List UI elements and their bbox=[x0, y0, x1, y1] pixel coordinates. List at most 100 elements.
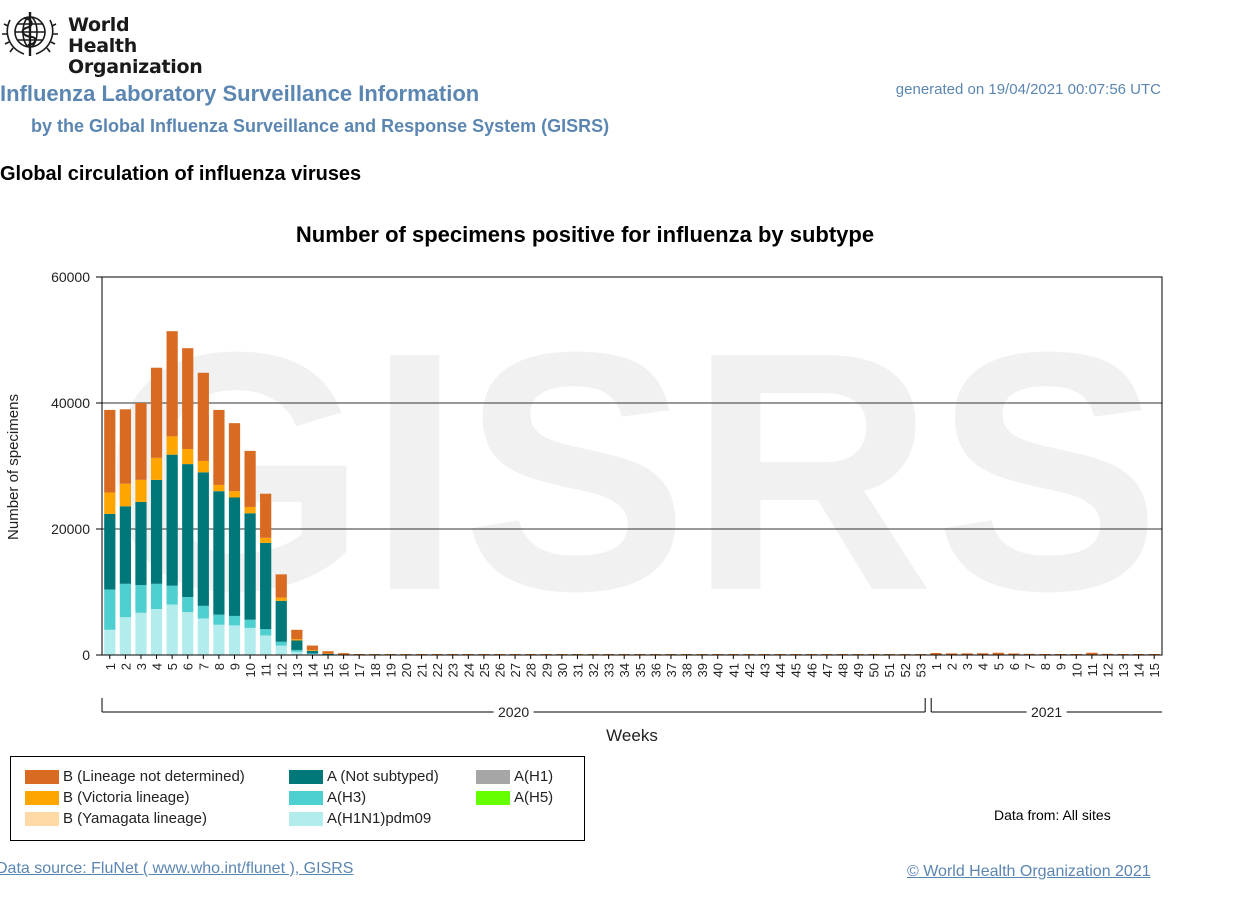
bar-segment bbox=[197, 618, 209, 655]
bar-segment bbox=[150, 583, 163, 610]
bar-segment bbox=[509, 654, 521, 655]
x-tick-label: 20 bbox=[399, 663, 414, 677]
x-tick-label: 13 bbox=[1116, 663, 1131, 677]
bar-segment bbox=[291, 629, 303, 640]
logo-text-line1: World Health bbox=[68, 14, 137, 57]
x-tick-label: 7 bbox=[1023, 663, 1038, 670]
x-tick-label: 4 bbox=[150, 663, 165, 670]
y-axis: 0 20000 40000 60000 bbox=[51, 269, 102, 663]
bar-segment bbox=[135, 479, 147, 502]
section-title: Global circulation of influenza viruses bbox=[0, 163, 362, 185]
bar-segment bbox=[369, 654, 381, 655]
bar-segment bbox=[228, 497, 241, 616]
bar-segment bbox=[260, 537, 272, 543]
bar-segment bbox=[556, 654, 568, 655]
x-tick-label: 16 bbox=[337, 663, 352, 677]
bar-segment bbox=[447, 654, 459, 655]
legend-label: A (Not subtyped) bbox=[327, 768, 439, 785]
bar-segment bbox=[634, 654, 646, 655]
who-logo-text: World Health Organization bbox=[68, 14, 203, 78]
x-tick-label: 47 bbox=[820, 663, 835, 677]
x-tick-label: 14 bbox=[305, 663, 320, 677]
bar-segment bbox=[260, 493, 272, 538]
legend-swatch bbox=[476, 791, 510, 805]
bar-segment bbox=[197, 605, 209, 619]
chart-bars bbox=[104, 331, 1160, 655]
x-tick-label: 8 bbox=[1038, 663, 1053, 670]
copyright-link[interactable]: © World Health Organization 2021 bbox=[907, 863, 1151, 880]
year-groups: 2020 2021 bbox=[101, 698, 1162, 721]
x-tick-label: 33 bbox=[602, 663, 617, 677]
bar-segment bbox=[228, 625, 241, 655]
x-tick-label: 36 bbox=[648, 663, 663, 677]
chart-legend: B (Lineage not determined) B (Victoria li… bbox=[10, 756, 585, 841]
bar-segment bbox=[415, 654, 428, 655]
bar-segment bbox=[1039, 653, 1051, 655]
bar-segment bbox=[291, 640, 303, 650]
bar-segment bbox=[244, 619, 256, 628]
legend-swatch bbox=[25, 770, 59, 784]
bar-segment bbox=[104, 629, 116, 655]
bar-segment bbox=[1133, 654, 1145, 655]
bar-segment bbox=[353, 654, 365, 655]
bar-segment bbox=[119, 506, 131, 584]
legend-swatch bbox=[25, 812, 59, 826]
x-axis: 1 2 3 4 5 6 7 8 9 10 11 12 13 14 15 16 17 18 19 20 21 22 23 24 2… bbox=[103, 655, 1162, 677]
bar-segment bbox=[197, 460, 209, 473]
bar-segment bbox=[260, 542, 272, 630]
x-tick-label: 34 bbox=[617, 663, 632, 677]
x-tick-label: 29 bbox=[539, 663, 554, 677]
bar-segment bbox=[1070, 654, 1082, 655]
x-tick-label: 44 bbox=[773, 663, 788, 677]
x-tick-label: 53 bbox=[913, 663, 928, 677]
bar-segment bbox=[119, 583, 131, 618]
bar-segment bbox=[696, 654, 708, 655]
bar-segment bbox=[587, 654, 599, 655]
y-axis-label: Number of specimens bbox=[5, 394, 22, 540]
y-tick-label: 40000 bbox=[51, 395, 90, 411]
x-tick-label: 38 bbox=[680, 663, 695, 677]
bar-segment bbox=[836, 654, 849, 655]
x-tick-label: 24 bbox=[461, 663, 476, 677]
x-tick-label: 48 bbox=[835, 663, 850, 677]
bar-segment bbox=[150, 609, 163, 655]
bar-segment bbox=[992, 652, 1004, 655]
bar-segment bbox=[977, 653, 989, 655]
x-tick-label: 15 bbox=[321, 663, 336, 677]
bar-segment bbox=[322, 653, 334, 655]
x-tick-label: 52 bbox=[898, 663, 913, 677]
x-tick-label: 17 bbox=[352, 663, 367, 677]
bar-segment bbox=[166, 454, 178, 586]
bar-segment bbox=[150, 457, 163, 480]
bar-segment bbox=[228, 615, 241, 626]
bar-segment bbox=[1023, 653, 1036, 655]
generated-timestamp: generated on 19/04/2021 00:07:56 UTC bbox=[895, 81, 1161, 98]
x-tick-label: 46 bbox=[804, 663, 819, 677]
year-label-bg bbox=[493, 703, 534, 721]
bar-segment bbox=[774, 654, 786, 655]
bar-segment bbox=[868, 654, 880, 655]
x-tick-label: 22 bbox=[430, 663, 445, 677]
legend-swatch bbox=[289, 791, 323, 805]
bar-segment bbox=[540, 654, 552, 655]
bar-segment bbox=[166, 331, 178, 437]
bar-segment bbox=[197, 372, 209, 461]
x-tick-label: 11 bbox=[1085, 663, 1100, 677]
x-tick-label: 26 bbox=[493, 663, 508, 677]
bar-segment bbox=[384, 654, 396, 655]
bar-segment bbox=[743, 654, 755, 655]
bar-segment bbox=[150, 479, 163, 584]
x-tick-label: 5 bbox=[991, 663, 1006, 670]
bar-segment bbox=[1008, 653, 1020, 655]
bar-segment bbox=[306, 650, 319, 654]
x-tick-label: 7 bbox=[196, 663, 211, 670]
data-source-link[interactable]: Data source: FluNet ( www.who.int/flunet… bbox=[0, 860, 354, 877]
bar-segment bbox=[603, 654, 615, 655]
legend-label: A(H3) bbox=[327, 789, 367, 806]
bar-segment bbox=[166, 436, 178, 455]
legend-label: A(H5) bbox=[514, 789, 554, 806]
data-from-label: Data from: All sites bbox=[994, 807, 1111, 823]
x-tick-label: 12 bbox=[1100, 663, 1115, 677]
x-tick-label: 6 bbox=[181, 663, 196, 670]
legend-swatch bbox=[289, 770, 323, 784]
